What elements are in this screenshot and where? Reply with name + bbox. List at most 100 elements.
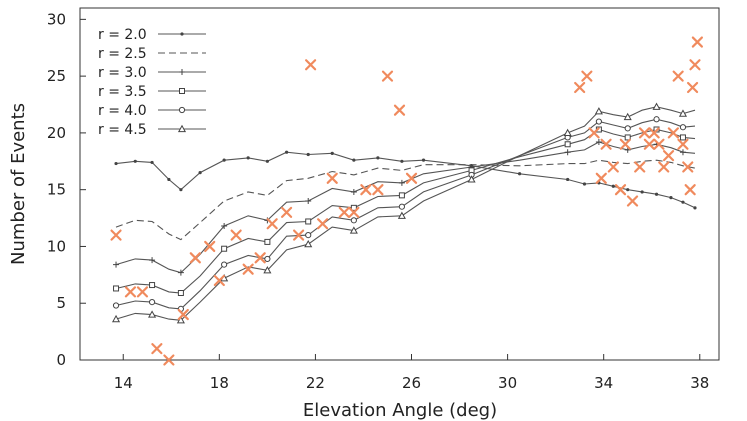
series-observed: [110, 36, 703, 366]
data-point: [213, 274, 225, 287]
series-layer: [110, 36, 703, 366]
data-point: [221, 245, 228, 252]
data-point: [305, 218, 312, 225]
data-point: [112, 302, 120, 309]
data-point: [679, 124, 687, 131]
x-axis: 14 18 22 26 30 34 38: [114, 354, 709, 392]
data-point: [648, 127, 660, 139]
data-point: [350, 188, 357, 195]
x-axis-label: Elevation Angle (deg): [303, 400, 497, 421]
y-tick-label: 10: [47, 237, 66, 255]
legend-marker: [179, 69, 185, 75]
series-r-4-0: [112, 116, 696, 313]
data-point: [405, 172, 418, 184]
data-point: [626, 188, 630, 192]
data-point: [421, 158, 426, 162]
series-r-2-0: [114, 150, 697, 210]
data-point: [566, 177, 570, 182]
data-point: [348, 206, 360, 218]
legend-label: r = 4.5: [98, 122, 147, 138]
legend-label: r = 3.0: [98, 65, 147, 81]
data-point: [221, 261, 228, 268]
data-point: [254, 252, 266, 264]
data-point: [113, 261, 120, 268]
data-point: [381, 70, 394, 82]
legend-item-r-3-5: r = 3.5: [98, 84, 206, 100]
data-point: [564, 149, 571, 156]
data-point: [179, 188, 183, 192]
data-point: [349, 226, 358, 234]
data-point: [163, 354, 175, 366]
data-point: [653, 138, 665, 150]
data-point: [113, 285, 120, 292]
data-point: [686, 81, 699, 94]
data-point: [326, 172, 338, 184]
data-point: [376, 156, 380, 160]
data-point: [398, 192, 405, 199]
data-point: [623, 112, 632, 121]
data-point: [643, 138, 655, 150]
series-line-r-3-0: [115, 141, 696, 274]
series-line-r-3-5: [115, 128, 696, 294]
data-point: [114, 161, 118, 166]
data-point: [574, 81, 586, 94]
data-point: [626, 195, 639, 207]
data-point: [563, 128, 572, 137]
data-point: [564, 141, 571, 148]
data-point: [221, 223, 228, 230]
data-point: [600, 138, 612, 150]
y-tick-label: 5: [56, 294, 66, 312]
data-point: [607, 161, 619, 173]
data-point: [204, 240, 216, 253]
data-point: [681, 200, 685, 204]
data-point: [397, 211, 406, 219]
legend-marker: [180, 32, 184, 36]
legend-label: r = 2.0: [98, 27, 147, 43]
data-point: [111, 314, 121, 323]
data-point: [350, 217, 357, 224]
data-point: [305, 231, 312, 239]
x-tick-label: 18: [210, 374, 229, 392]
series-line-r-4-0: [115, 118, 696, 310]
legend-item-r-2-0: r = 2.0: [98, 27, 206, 43]
data-point: [222, 158, 226, 162]
data-point: [595, 172, 607, 184]
data-point: [689, 59, 701, 71]
data-point: [619, 138, 631, 150]
data-point: [263, 266, 272, 274]
data-point: [684, 184, 696, 196]
data-point: [467, 175, 476, 183]
data-point: [638, 127, 651, 139]
data-point: [148, 310, 157, 318]
legend-marker: [179, 88, 185, 94]
data-point: [669, 196, 673, 200]
data-point: [518, 172, 522, 176]
data-point: [654, 192, 659, 196]
legend-label: r = 3.5: [98, 84, 147, 100]
data-point: [149, 282, 156, 289]
y-tick-label: 30: [47, 10, 66, 28]
series-r-4-5: [111, 102, 696, 324]
data-point: [653, 116, 660, 123]
legend-label: r = 2.5: [98, 46, 147, 62]
legend-item-r-2-5: r = 2.5: [98, 46, 206, 62]
data-point: [167, 177, 171, 182]
legend-marker: [178, 106, 186, 114]
data-point: [682, 161, 694, 173]
x-tick-label: 38: [690, 374, 709, 392]
data-point: [293, 229, 305, 241]
data-point: [148, 298, 156, 306]
data-point: [246, 156, 250, 160]
data-point: [265, 159, 269, 163]
data-point: [133, 159, 137, 163]
x-tick-label: 26: [402, 374, 421, 392]
data-point: [662, 150, 675, 162]
data-point: [305, 198, 312, 205]
data-point: [124, 286, 137, 298]
legend-item-r-3-0: r = 3.0: [98, 65, 206, 81]
data-point: [398, 179, 405, 186]
data-point: [679, 149, 686, 156]
data-point: [151, 343, 163, 355]
data-point: [189, 252, 201, 264]
